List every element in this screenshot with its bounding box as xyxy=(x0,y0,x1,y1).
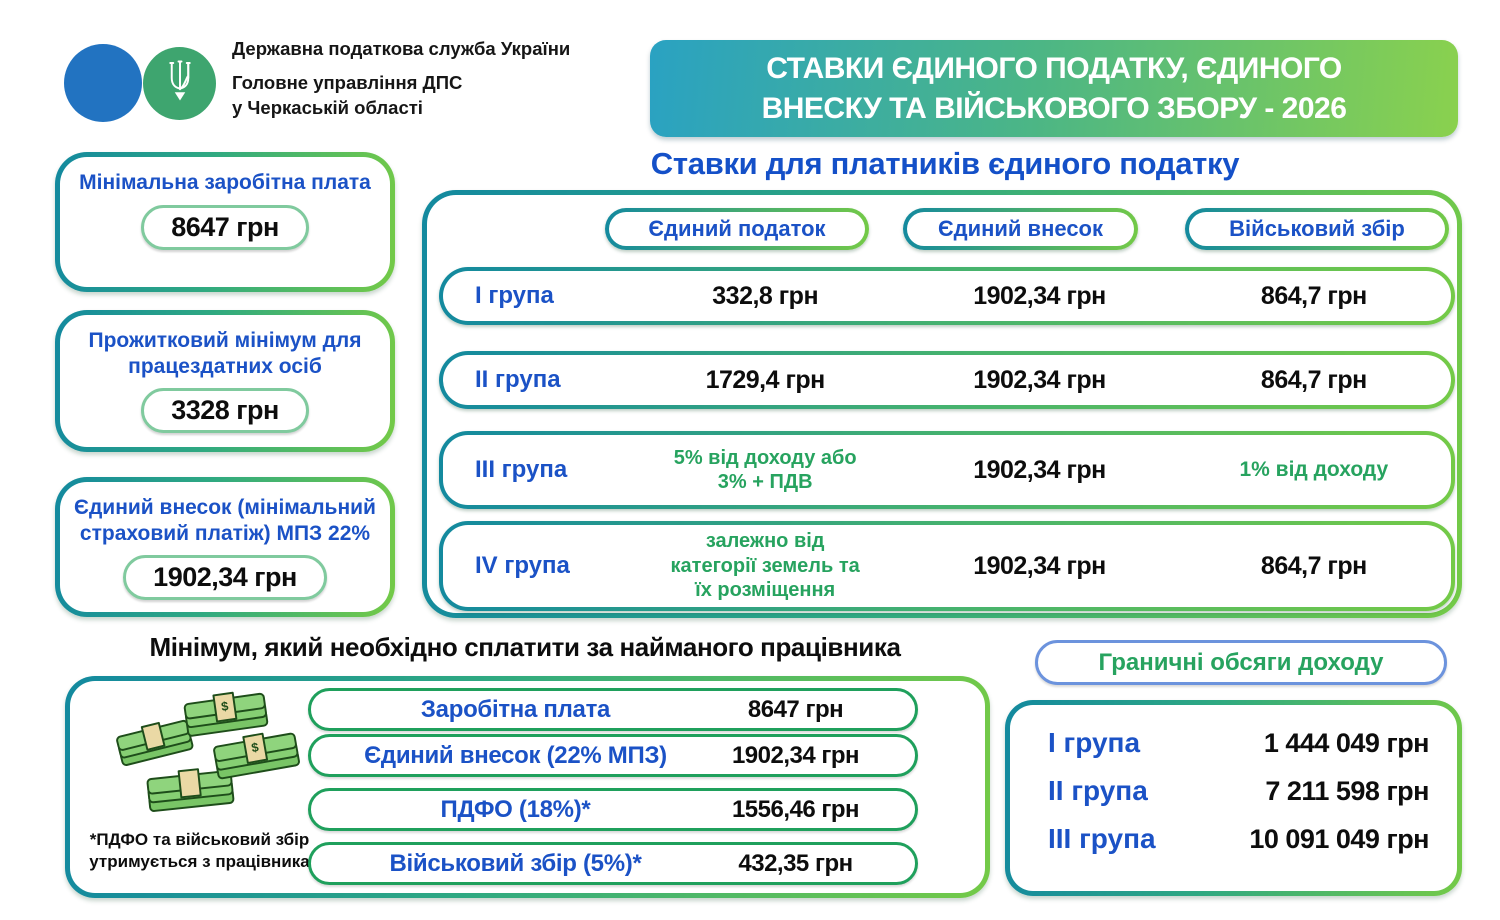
svg-text:$: $ xyxy=(250,740,259,755)
card-min-salary-title: Мінімальна заробітна плата xyxy=(79,171,371,194)
column-header-military-levy: Військовий збір xyxy=(1185,208,1449,250)
logo-green-circle xyxy=(143,47,216,120)
card-subsistence-min-title: Прожитковий мінімум для працездатних осі… xyxy=(88,329,362,378)
table-row-group-4: ІV група залежно від категорії земель та… xyxy=(439,521,1455,611)
single-tax-value: 5% від доходу або 3% + ПДВ xyxy=(673,446,857,493)
levy-value: 864,7 грн xyxy=(1260,281,1367,310)
income-limits-panel: І група 1 444 049 грн ІІ група 7 211 598… xyxy=(1005,700,1462,896)
table-row-group-2: ІІ група 1729,4 грн 1902,34 грн 864,7 гр… xyxy=(439,351,1455,409)
column-header-single-tax: Єдиний податок xyxy=(605,208,869,250)
employee-row-pit: ПДФО (18%)* 1556,46 грн xyxy=(308,788,918,831)
group-label: І група xyxy=(475,282,554,309)
column-header-single-contribution: Єдиний внесок xyxy=(903,208,1138,250)
group-label: ІІІ група xyxy=(475,456,568,483)
limit-row-group-3: ІІІ група 10 091 049 грн xyxy=(1048,823,1429,854)
card-single-contribution-title: Єдиний внесок (мінімальний страховий пла… xyxy=(74,496,376,545)
logo-blue-circle xyxy=(64,44,142,122)
group-label: ІІ група xyxy=(475,366,561,393)
table-row-group-3: ІІІ група 5% від доходу або 3% + ПДВ 190… xyxy=(439,431,1455,509)
levy-value: 864,7 грн xyxy=(1260,551,1367,580)
org-line-1: Державна податкова служба України xyxy=(232,38,571,59)
card-subsistence-min-value: 3328 грн xyxy=(141,388,309,434)
levy-value: 864,7 грн xyxy=(1260,365,1367,394)
contribution-value: 1902,34 грн xyxy=(973,281,1106,310)
rates-table: Єдиний податок Єдиний внесок Військовий … xyxy=(422,190,1462,618)
single-tax-value: 332,8 грн xyxy=(712,281,819,310)
organization-name: Державна податкова служба України Головн… xyxy=(232,38,652,121)
org-line-2: Головне управління ДПС у Черкаській обла… xyxy=(232,72,463,118)
employee-row-contribution: Єдиний внесок (22% МПЗ) 1902,34 грн xyxy=(308,734,918,777)
contribution-value: 1902,34 грн xyxy=(973,365,1106,394)
card-single-contribution: Єдиний внесок (мінімальний страховий пла… xyxy=(55,477,395,617)
card-subsistence-min: Прожитковий мінімум для працездатних осі… xyxy=(55,310,395,452)
limit-row-group-2: ІІ група 7 211 598 грн xyxy=(1048,775,1429,806)
money-stack-icon: $ $ xyxy=(88,685,313,836)
employee-row-military-levy: Військовий збір (5%)* 432,35 грн xyxy=(308,842,918,885)
contribution-value: 1902,34 грн xyxy=(973,455,1106,484)
table-row-group-1: І група 332,8 грн 1902,34 грн 864,7 грн xyxy=(439,267,1455,325)
svg-text:$: $ xyxy=(220,699,229,714)
limit-row-group-1: І група 1 444 049 грн xyxy=(1048,727,1430,758)
single-tax-value: 1729,4 грн xyxy=(705,365,826,394)
levy-value: 1% від доходу xyxy=(1239,458,1389,482)
employee-minimum-panel: $ $ xyxy=(65,676,990,898)
group-label: ІV група xyxy=(475,552,570,579)
card-min-salary: Мінімальна заробітна плата 8647 грн xyxy=(55,152,395,292)
income-limits-title: Граничні обсяги доходу xyxy=(1035,640,1447,685)
contribution-value: 1902,34 грн xyxy=(973,551,1106,580)
title-banner: СТАВКИ ЄДИНОГО ПОДАТКУ, ЄДИНОГО ВНЕСКУ Т… xyxy=(650,40,1458,137)
rates-table-title: Ставки для платників єдиного податку xyxy=(650,146,1240,181)
employee-row-salary: Заробітна плата 8647 грн xyxy=(308,688,918,731)
employee-minimum-title: Мінімум, який необхідно сплатити за найм… xyxy=(149,632,901,662)
single-tax-value: залежно від категорії земель та їх розмі… xyxy=(670,530,860,602)
card-min-salary-value: 8647 грн xyxy=(141,204,309,250)
card-single-contribution-value: 1902,34 грн xyxy=(123,555,327,601)
withholding-note: *ПДФО та військовий збір утримується з п… xyxy=(89,830,310,872)
trident-icon xyxy=(165,59,195,108)
